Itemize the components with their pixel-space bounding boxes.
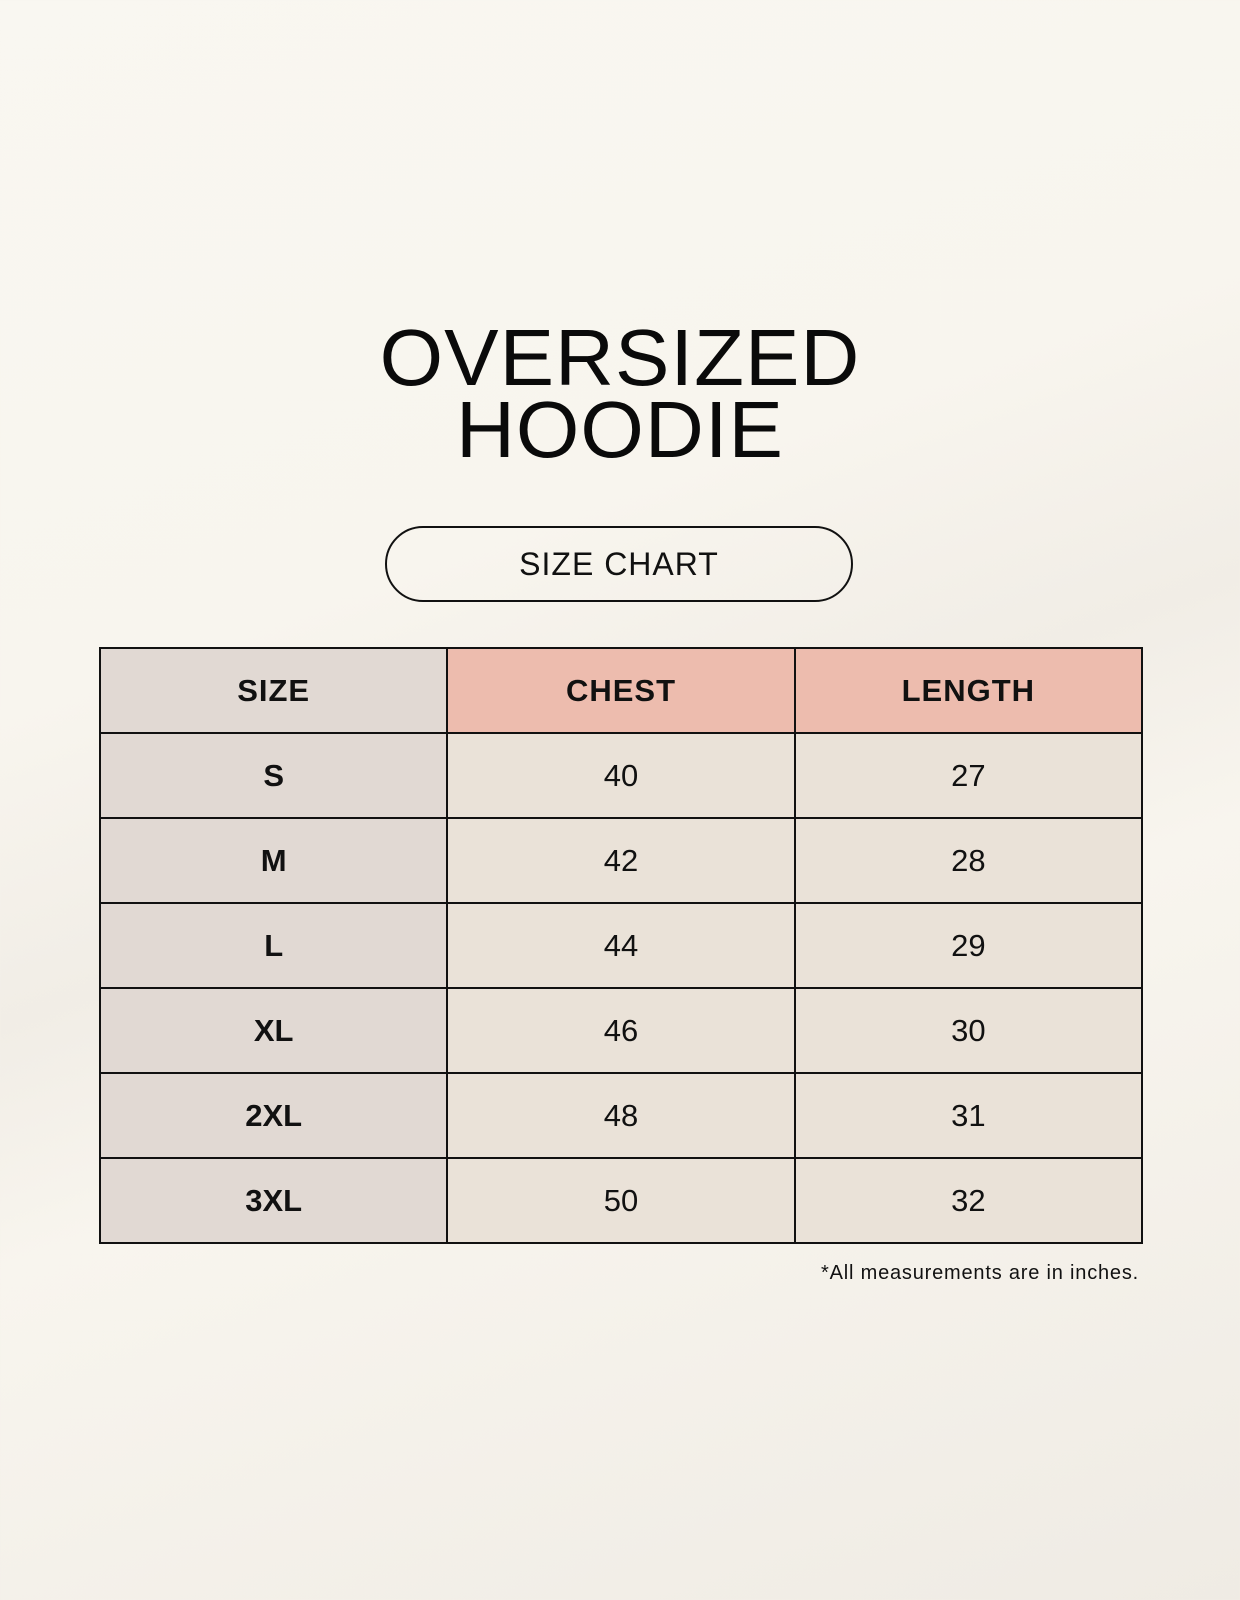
size-table: SIZE CHEST LENGTH S 40 27 M 42 28 L 44 29 XL 46 30 2… bbox=[98, 647, 1144, 1244]
table-row: 3XL 50 32 bbox=[98, 1157, 1144, 1244]
cell-size: S bbox=[98, 732, 449, 819]
cell-length: 32 bbox=[793, 1157, 1144, 1244]
cell-chest: 42 bbox=[446, 817, 796, 904]
cell-size: 2XL bbox=[98, 1072, 449, 1159]
page-title: OVERSIZED HOODIE bbox=[0, 313, 1240, 474]
table-row: XL 46 30 bbox=[98, 987, 1144, 1074]
table-row: 2XL 48 31 bbox=[98, 1072, 1144, 1159]
cell-size: 3XL bbox=[98, 1157, 449, 1244]
cell-length: 29 bbox=[793, 902, 1144, 989]
table-row: S 40 27 bbox=[98, 732, 1144, 819]
cell-size: L bbox=[98, 902, 449, 989]
cell-size: XL bbox=[98, 987, 449, 1074]
cell-length: 30 bbox=[793, 987, 1144, 1074]
header-size: SIZE bbox=[98, 647, 449, 734]
cell-chest: 44 bbox=[446, 902, 796, 989]
cell-chest: 46 bbox=[446, 987, 796, 1074]
cell-length: 31 bbox=[793, 1072, 1144, 1159]
table-row: L 44 29 bbox=[98, 902, 1144, 989]
cell-size: M bbox=[98, 817, 449, 904]
header-chest: CHEST bbox=[446, 647, 796, 734]
title-line-1: OVERSIZED bbox=[379, 313, 861, 402]
footnote: *All measurements are in inches. bbox=[821, 1262, 1139, 1284]
size-chart-badge: SIZE CHART bbox=[385, 526, 853, 602]
title-line-2: HOODIE bbox=[455, 385, 785, 474]
table-header-row: SIZE CHEST LENGTH bbox=[98, 647, 1144, 734]
header-length: LENGTH bbox=[793, 647, 1144, 734]
cell-length: 28 bbox=[793, 817, 1144, 904]
table-row: M 42 28 bbox=[98, 817, 1144, 904]
cell-chest: 48 bbox=[446, 1072, 796, 1159]
cell-chest: 40 bbox=[446, 732, 796, 819]
cell-chest: 50 bbox=[446, 1157, 796, 1244]
cell-length: 27 bbox=[793, 732, 1144, 819]
